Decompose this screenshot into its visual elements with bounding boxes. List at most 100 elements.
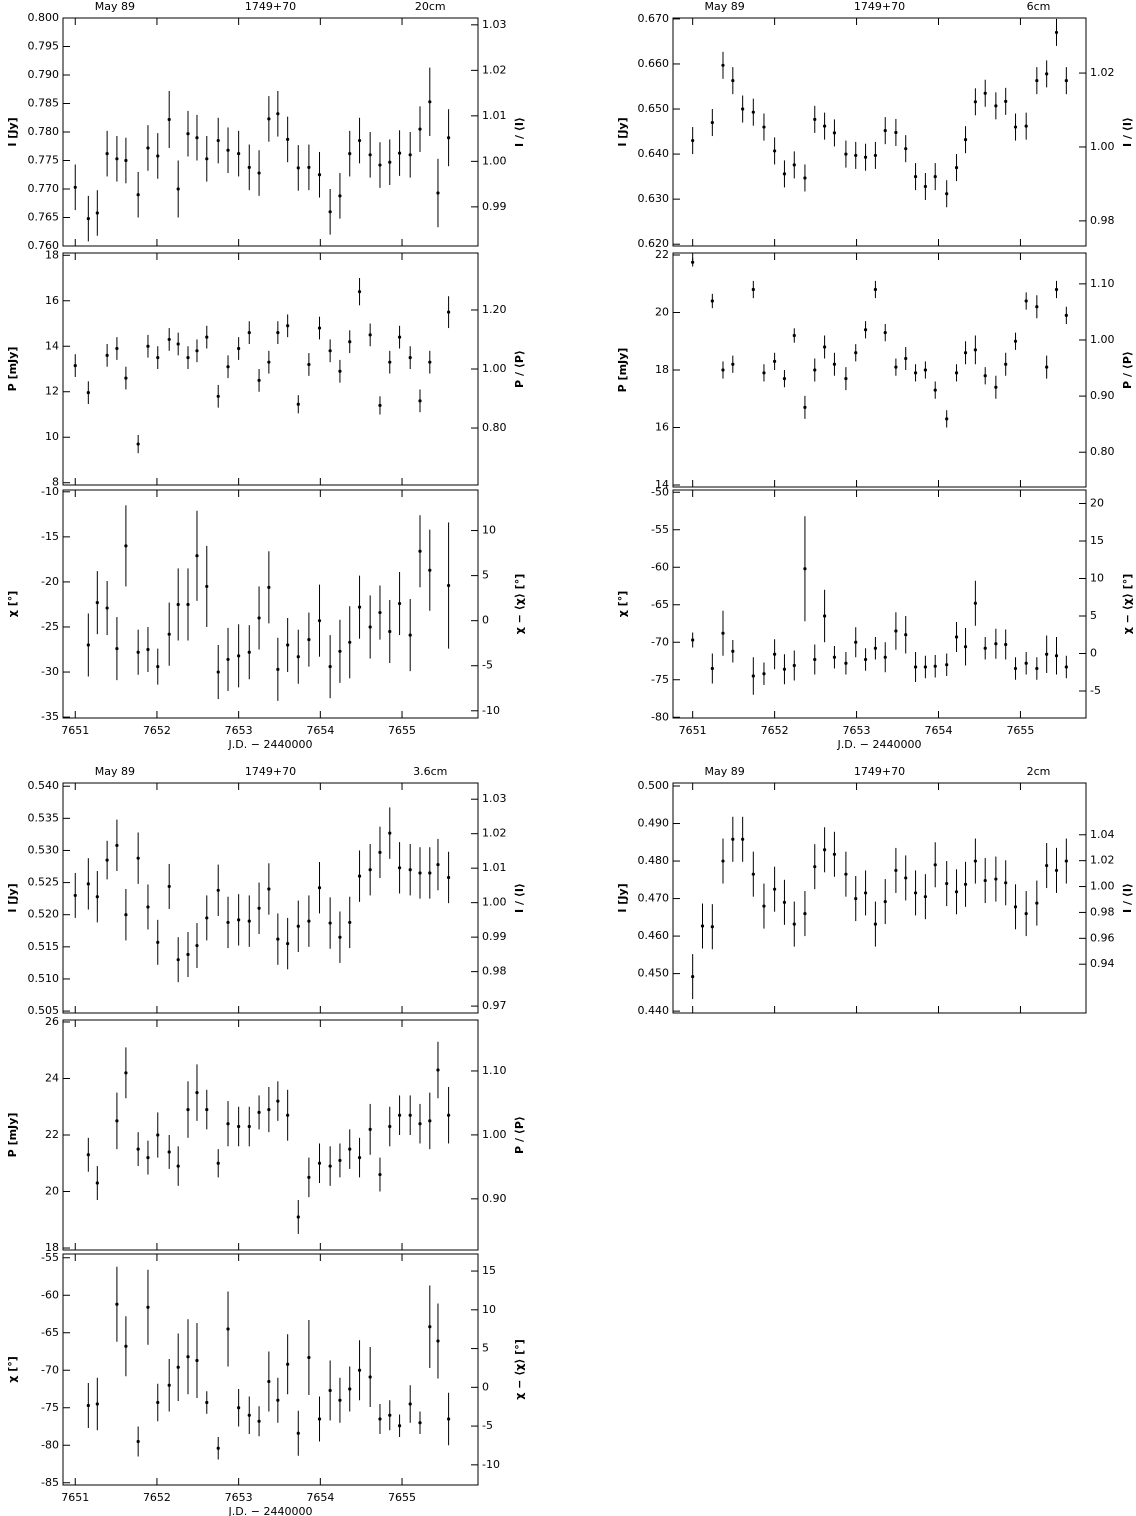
data-point <box>328 349 332 353</box>
data-point <box>994 642 998 646</box>
y2-tick-label: 1.00 <box>482 1128 507 1141</box>
data-point <box>237 152 241 156</box>
y-tick-label: 0.785 <box>28 97 60 110</box>
y-tick-label: 0.670 <box>638 12 670 25</box>
data-point <box>357 605 362 609</box>
y2-axis-label: I / ⟨I⟩ <box>1121 883 1134 913</box>
y2-tick-label: 1.00 <box>1090 140 1115 153</box>
data-point <box>894 130 898 135</box>
data-point <box>317 173 322 177</box>
data-point <box>124 158 128 163</box>
data-point <box>782 377 787 381</box>
y-axis-label: χ [°] <box>6 591 19 617</box>
data-point <box>436 862 440 867</box>
data-point <box>216 1446 220 1450</box>
y-tick-label: 0.540 <box>28 779 60 792</box>
data-point <box>186 132 190 136</box>
y-tick-label: -55 <box>41 1251 59 1264</box>
data-point <box>195 554 199 558</box>
data-point <box>247 919 251 923</box>
data-point <box>803 911 807 916</box>
data-point <box>348 640 352 644</box>
data-point <box>105 858 109 862</box>
data-point <box>1013 339 1018 343</box>
data-point <box>167 117 171 122</box>
x-tick-label: 7652 <box>761 724 789 737</box>
data-point <box>247 165 251 169</box>
data-point <box>388 360 392 364</box>
plot-frame <box>62 17 479 247</box>
data-point <box>773 652 777 656</box>
data-point <box>1064 859 1068 863</box>
data-point <box>446 136 451 140</box>
x-axis-label: J.D. − 2440000 <box>837 738 922 751</box>
data-point <box>418 871 422 875</box>
data-point <box>237 1406 241 1410</box>
data-point <box>813 657 817 662</box>
data-point <box>873 287 878 292</box>
data-point <box>408 356 412 360</box>
data-point <box>762 371 766 375</box>
y-tick-label: 18 <box>45 248 59 261</box>
y-tick-label: 0.470 <box>638 892 670 905</box>
y-tick-label: 0.620 <box>638 237 670 250</box>
data-point <box>328 1164 332 1168</box>
y-axis-label: I [Jy] <box>616 883 629 912</box>
y-tick-label: -70 <box>651 635 669 648</box>
data-point <box>428 1325 432 1329</box>
data-point <box>95 895 99 899</box>
data-point <box>226 657 230 662</box>
data-point <box>73 893 77 898</box>
data-point <box>1035 901 1039 905</box>
y-axis-label: P [mJy] <box>6 347 19 392</box>
y-tick-label: 0.510 <box>28 972 60 985</box>
data-point <box>156 1400 160 1405</box>
y2-tick-label: 0.97 <box>482 999 507 1012</box>
y-tick-label: -50 <box>651 485 669 498</box>
data-point <box>115 647 119 651</box>
y2-tick-label: 0.99 <box>482 930 507 943</box>
y2-tick-label: 20 <box>1090 497 1104 510</box>
data-point <box>226 920 230 925</box>
panel-header: 1749+70 <box>854 765 905 778</box>
plot-frame <box>672 782 1087 1014</box>
data-point <box>115 843 119 847</box>
data-point <box>408 153 412 157</box>
y2-axis-label: χ − ⟨χ⟩ [°] <box>513 1339 526 1400</box>
data-point <box>257 378 261 382</box>
y2-tick-label: 0.94 <box>1090 957 1115 970</box>
data-point <box>146 1156 150 1160</box>
y2-tick-label: 0.96 <box>1090 931 1115 944</box>
data-point <box>741 837 745 841</box>
data-point <box>691 260 695 264</box>
data-point <box>368 333 372 337</box>
y2-tick-label: 1.00 <box>482 896 507 909</box>
data-point <box>105 152 109 156</box>
data-point <box>418 1421 422 1425</box>
data-point <box>267 360 271 364</box>
data-point <box>832 655 837 659</box>
y2-tick-label: 0.98 <box>1090 214 1115 227</box>
plot-frame <box>62 1019 479 1251</box>
y-tick-label: -55 <box>651 523 669 536</box>
y-tick-label: 20 <box>45 1185 59 1198</box>
y-tick-label: 0.520 <box>28 908 60 921</box>
y2-tick-label: -5 <box>482 1419 493 1432</box>
y-tick-label: -60 <box>41 1288 59 1301</box>
y2-tick-label: -5 <box>482 659 493 672</box>
data-point <box>216 138 220 143</box>
data-point <box>86 882 90 886</box>
x-tick-label: 7655 <box>1006 724 1034 737</box>
y2-tick-label: 1.20 <box>482 303 507 316</box>
data-point <box>368 1375 372 1379</box>
x-tick-label: 7655 <box>388 724 416 737</box>
y-tick-label: -80 <box>41 1438 59 1451</box>
y2-tick-label: 5 <box>482 1342 489 1355</box>
data-point <box>86 217 90 221</box>
data-point <box>1013 905 1018 909</box>
y-tick-label: 20 <box>655 306 669 319</box>
data-point <box>397 1424 402 1428</box>
y-tick-label: 0.795 <box>28 40 60 53</box>
data-point <box>286 324 290 328</box>
data-point <box>257 616 261 620</box>
